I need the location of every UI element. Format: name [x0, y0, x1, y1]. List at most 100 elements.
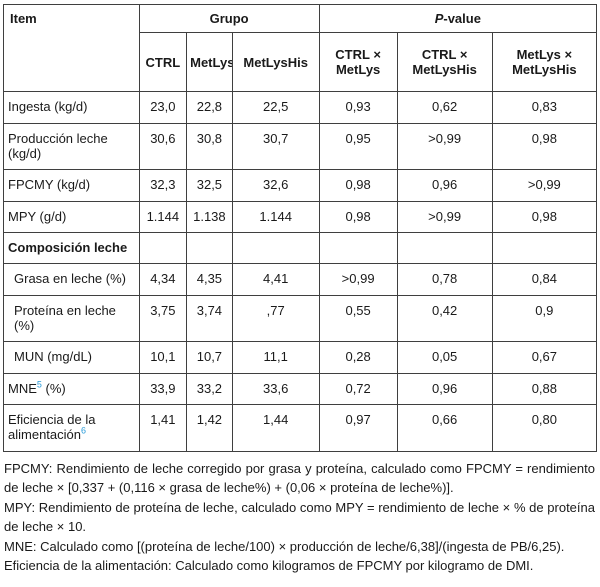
table-row-mpy: MPY (g/d) 1.144 1.138 1.144 0,98 >0,99 0…: [3, 200, 598, 233]
cell-value: 0,28: [318, 341, 398, 374]
results-table: Item Grupo P-value CTRL MetLys MetLysHis…: [3, 3, 598, 452]
cell-value: 0,83: [491, 91, 598, 124]
footnote-ref-6: 6: [81, 425, 87, 436]
footnote-ref-5: 5: [36, 379, 42, 390]
cell-empty: [491, 231, 598, 265]
cell-value: 1,44: [231, 403, 320, 452]
cell-value: 0,67: [491, 341, 598, 374]
row-label: Ingesta (kg/d): [3, 91, 140, 124]
table-row-ingesta: Ingesta (kg/d) 23,0 22,8 22,5 0,93 0,62 …: [3, 91, 598, 124]
cell-value: 22,5: [231, 91, 320, 124]
cell-empty: [138, 231, 188, 265]
cell-value: 33,6: [231, 372, 320, 405]
cell-value: 1.144: [138, 200, 188, 233]
table-row-eficiencia: Eficiencia de la alimentación6 1,41 1,42…: [3, 403, 598, 452]
cell-value: >0,99: [491, 169, 598, 202]
row-label: Producción leche (kg/d): [3, 122, 140, 171]
table-row-mun: MUN (mg/dL) 10,1 10,7 11,1 0,28 0,05 0,6…: [3, 341, 598, 374]
footnote-eficiencia: Eficiencia de la alimentación: Calculado…: [4, 558, 534, 574]
cell-value: 30,8: [186, 122, 233, 171]
table-row-fpcmy: FPCMY (kg/d) 32,3 32,5 32,6 0,98 0,96 >0…: [3, 169, 598, 202]
cell-value: >0,99: [318, 263, 398, 296]
row-label: MPY (g/d): [3, 200, 140, 233]
col-header-ctrl: CTRL: [138, 32, 188, 93]
cell-value: 0,98: [318, 169, 398, 202]
header-row-subcolumns: CTRL MetLys MetLysHis CTRL × MetLys CTRL…: [4, 32, 598, 93]
cell-value: 30,7: [231, 122, 320, 171]
cell-value: 0,9: [491, 294, 598, 343]
cell-value: 0,78: [396, 263, 493, 296]
cell-value: 0,84: [491, 263, 598, 296]
cell-value: 0,42: [396, 294, 493, 343]
cell-value: 1.138: [186, 200, 233, 233]
col-header-metlyshis: MetLysHis: [231, 32, 320, 93]
table-row-composicion-leche-section: Composición leche: [3, 231, 598, 265]
cell-value: 32,6: [231, 169, 320, 202]
row-label: Eficiencia de la alimentación6: [3, 403, 140, 452]
cell-value: 10,1: [138, 341, 188, 374]
cell-value: 0,97: [318, 403, 398, 452]
cell-value: 0,05: [396, 341, 493, 374]
cell-value: 4,41: [231, 263, 320, 296]
col-header-metlys-x-metlyshis: MetLys × MetLysHis: [491, 32, 598, 93]
cell-value: >0,99: [396, 200, 493, 233]
cell-value: 32,5: [186, 169, 233, 202]
cell-value: 4,34: [138, 263, 188, 296]
table-row-produccion-leche: Producción leche (kg/d) 30,6 30,8 30,7 0…: [3, 122, 598, 171]
cell-value: 0,55: [318, 294, 398, 343]
footnote-fpcmy: FPCMY: Rendimiento de leche corregido po…: [4, 460, 595, 496]
cell-value: 0,93: [318, 91, 398, 124]
col-header-grupo: Grupo: [138, 3, 320, 34]
cell-value: 0,80: [491, 403, 598, 452]
col-header-item: Item: [3, 3, 140, 93]
cell-value: 30,6: [138, 122, 188, 171]
cell-value: 1,41: [138, 403, 188, 452]
table-footnotes: FPCMY: Rendimiento de leche corregido po…: [3, 459, 597, 576]
cell-value: 1,42: [186, 403, 233, 452]
row-label: MNE5 (%): [3, 372, 140, 405]
cell-value: ,77: [231, 294, 320, 343]
cell-value: 11,1: [231, 341, 320, 374]
pvalue-rest: -value: [443, 11, 481, 26]
cell-value: 0,98: [318, 200, 398, 233]
cell-value: 23,0: [138, 91, 188, 124]
footnote-mne: MNE: Calculado como [(proteína de leche/…: [4, 538, 565, 554]
cell-empty: [318, 231, 398, 265]
cell-empty: [396, 231, 493, 265]
header-row-groups: Item Grupo P-value: [3, 3, 598, 93]
cell-value: 0,72: [318, 372, 398, 405]
cell-value: 0,62: [396, 91, 493, 124]
cell-value: 32,3: [138, 169, 188, 202]
cell-value: 0,95: [318, 122, 398, 171]
table-row-grasa-en-leche: Grasa en leche (%) 4,34 4,35 4,41 >0,99 …: [3, 263, 598, 296]
cell-value: 10,7: [186, 341, 233, 374]
col-header-ctrl-x-metlyshis: CTRL × MetLysHis: [396, 32, 493, 93]
cell-empty: [231, 231, 320, 265]
cell-value: >0,99: [396, 122, 493, 171]
cell-value: 22,8: [186, 91, 233, 124]
cell-value: 33,9: [138, 372, 188, 405]
cell-empty: [186, 231, 233, 265]
row-label: MUN (mg/dL): [3, 341, 140, 374]
cell-value: 3,74: [186, 294, 233, 343]
pvalue-italic-p: P: [434, 11, 444, 26]
cell-value: 0,96: [396, 372, 493, 405]
cell-value: 4,35: [186, 263, 233, 296]
row-label: Proteína en leche (%): [3, 294, 140, 343]
table-row-mne: MNE5 (%) 33,9 33,2 33,6 0,72 0,96 0,88: [3, 372, 598, 405]
col-header-ctrl-x-metlys: CTRL × MetLys: [318, 32, 398, 93]
footnote-mpy: MPY: Rendimiento de proteína de leche, c…: [4, 499, 595, 535]
section-header-label: Composición leche: [3, 231, 140, 265]
cell-value: 0,98: [491, 200, 598, 233]
cell-value: 0,98: [491, 122, 598, 171]
cell-value: 1.144: [231, 200, 320, 233]
cell-value: 0,88: [491, 372, 598, 405]
col-header-metlys: MetLys: [186, 32, 233, 93]
row-label: FPCMY (kg/d): [3, 169, 140, 202]
table-row-proteina-en-leche: Proteína en leche (%) 3,75 3,74 ,77 0,55…: [3, 294, 598, 343]
cell-value: 0,96: [396, 169, 493, 202]
cell-value: 3,75: [138, 294, 188, 343]
col-header-pvalue: P-value: [318, 3, 598, 34]
cell-value: 0,66: [396, 403, 493, 452]
